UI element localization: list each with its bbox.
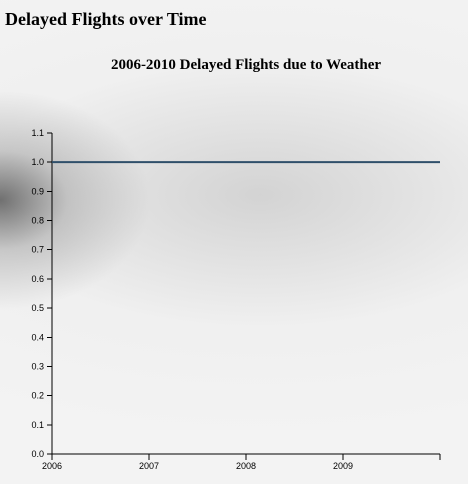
y-tick-label: 0.5	[31, 303, 44, 313]
y-tick-label: 0.3	[31, 361, 44, 371]
y-tick-label: 0.2	[31, 391, 44, 401]
y-tick-label: 0.8	[31, 216, 44, 226]
y-tick-label: 0.1	[31, 420, 44, 430]
chart-title: 2006-2010 Delayed Flights due to Weather	[111, 57, 381, 73]
x-tick-label: 2006	[42, 461, 62, 471]
page-title: Delayed Flights over Time	[5, 9, 207, 29]
y-tick-label: 1.0	[31, 157, 44, 167]
y-tick-label: 0.9	[31, 186, 44, 196]
y-axis: 0.0 0.1 0.2 0.3 0.4 0.5 0.6 0.7 0.8 0.9 1.0 1.1	[31, 128, 53, 459]
y-tick-label: 1.1	[31, 128, 44, 138]
x-tick-label: 2007	[139, 461, 159, 471]
y-tick-label: 0.4	[31, 332, 44, 342]
y-tick-label: 0.0	[31, 449, 44, 459]
x-tick-label: 2009	[333, 461, 353, 471]
x-tick-label: 2008	[236, 461, 256, 471]
y-tick-label: 0.6	[31, 274, 44, 284]
y-tick-label: 0.7	[31, 245, 44, 255]
x-axis: 2006 2007 2008 2009	[42, 453, 441, 471]
